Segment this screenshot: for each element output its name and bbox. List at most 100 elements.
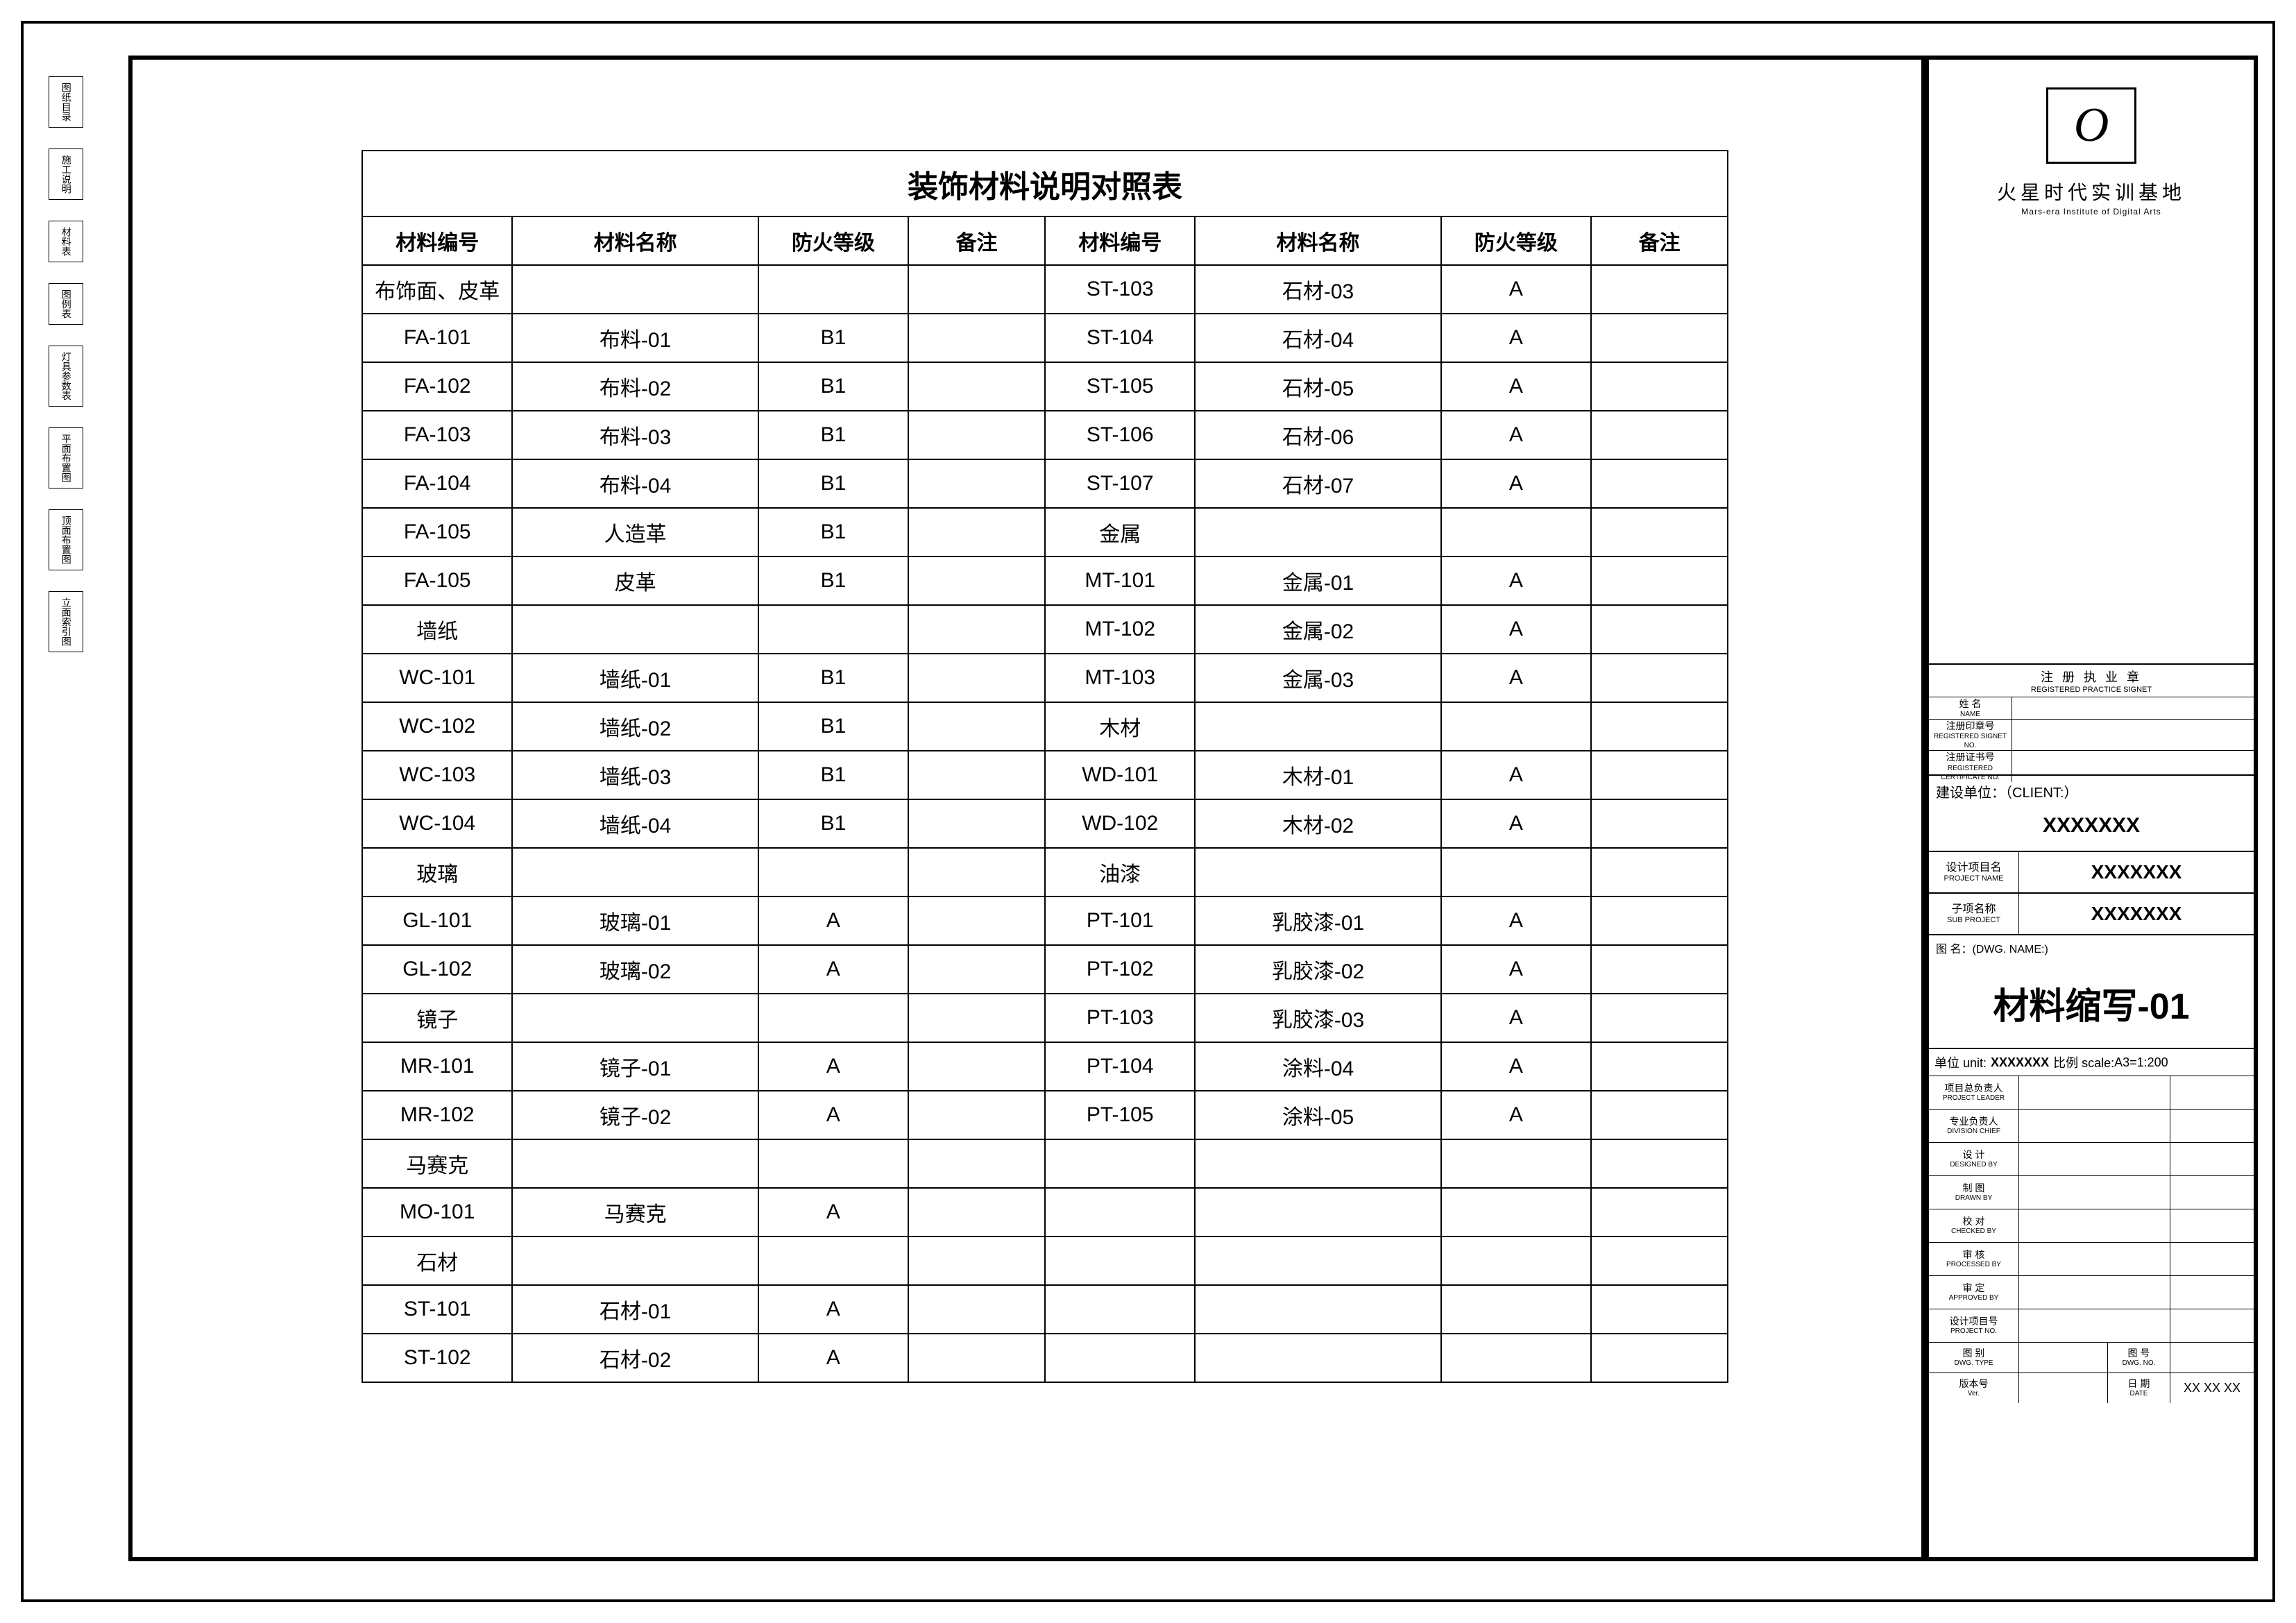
stamp-value — [2012, 697, 2254, 719]
table-cell — [908, 897, 1045, 945]
table-cell: 马赛克 — [362, 1139, 512, 1188]
table-cell — [1195, 1188, 1440, 1237]
table-cell: WD-101 — [1045, 751, 1195, 799]
table-cell — [1591, 1334, 1728, 1382]
company-name: 火星时代实训基地 — [1997, 178, 2186, 205]
table-cell: MT-102 — [1045, 605, 1195, 654]
signer-value2 — [2170, 1209, 2254, 1242]
table-cell — [512, 1139, 758, 1188]
signer-value2 — [2170, 1276, 2254, 1309]
table-cell — [908, 799, 1045, 848]
table-cell — [1441, 702, 1591, 751]
stamp-value — [2012, 720, 2254, 750]
table-cell: B1 — [758, 556, 908, 605]
table-cell — [908, 1237, 1045, 1285]
table-cell: 涂料-04 — [1195, 1042, 1440, 1091]
signer-value — [2019, 1276, 2170, 1309]
table-cell — [1591, 994, 1728, 1042]
unit-value: XXXXXXX — [1991, 1055, 2049, 1070]
table-cell — [1591, 897, 1728, 945]
table-cell: ST-101 — [362, 1285, 512, 1334]
table-cell — [908, 1334, 1045, 1382]
table-cell: A — [1441, 459, 1591, 508]
table-cell — [1591, 1042, 1728, 1091]
table-cell: 墙纸-02 — [512, 702, 758, 751]
signer-value — [2019, 1176, 2170, 1209]
material-table: 装饰材料说明对照表材料编号材料名称防火等级备注材料编号材料名称防火等级备注布饰面… — [362, 150, 1728, 1383]
company-logo: O — [2046, 87, 2136, 164]
table-cell — [1195, 1139, 1440, 1188]
drawing-area: 装饰材料说明对照表材料编号材料名称防火等级备注材料编号材料名称防火等级备注布饰面… — [128, 56, 1925, 1561]
table-header: 材料名称 — [1195, 216, 1440, 265]
table-cell: B1 — [758, 799, 908, 848]
table-cell: PT-104 — [1045, 1042, 1195, 1091]
signer-row: 审 核PROCESSED BY — [1929, 1242, 2254, 1275]
table-cell — [1441, 1334, 1591, 1382]
signer-row: 校 对CHECKED BY — [1929, 1209, 2254, 1242]
table-cell: 木材-02 — [1195, 799, 1440, 848]
subproject-row: 子项名称 SUB PROJECT XXXXXXX — [1929, 892, 2254, 934]
table-cell: A — [1441, 654, 1591, 702]
table-cell: ST-106 — [1045, 411, 1195, 459]
table-cell — [1591, 556, 1728, 605]
table-cell — [512, 1237, 758, 1285]
table-cell — [758, 994, 908, 1042]
table-cell — [512, 994, 758, 1042]
table-cell: 镜子 — [362, 994, 512, 1042]
table-cell: 墙纸 — [362, 605, 512, 654]
table-cell: 墙纸-04 — [512, 799, 758, 848]
signer-value — [2019, 1076, 2170, 1109]
table-cell — [908, 702, 1045, 751]
table-cell — [1591, 945, 1728, 994]
table-cell: 石材-03 — [1195, 265, 1440, 314]
signer-row: 审 定APPROVED BY — [1929, 1275, 2254, 1309]
table-cell — [908, 265, 1045, 314]
table-cell: PT-101 — [1045, 897, 1195, 945]
table-cell — [908, 654, 1045, 702]
scale-row: 单位 unit: XXXXXXX 比例 scale: A3=1:200 — [1929, 1048, 2254, 1076]
table-cell: 涂料-05 — [1195, 1091, 1440, 1139]
table-cell — [1591, 848, 1728, 897]
table-cell: A — [1441, 945, 1591, 994]
table-cell: B1 — [758, 508, 908, 556]
table-header: 材料编号 — [1045, 216, 1195, 265]
table-cell: 镜子-01 — [512, 1042, 758, 1091]
table-cell: A — [1441, 897, 1591, 945]
table-cell: ST-105 — [1045, 362, 1195, 411]
table-cell — [1591, 411, 1728, 459]
stamp-section: 注 册 执 业 章 REGISTERED PRACTICE SIGNET 姓 名… — [1929, 663, 2254, 774]
table-cell: B1 — [758, 751, 908, 799]
table-cell: FA-101 — [362, 314, 512, 362]
table-cell — [1441, 1188, 1591, 1237]
table-cell — [1591, 751, 1728, 799]
table-cell: 布料-04 — [512, 459, 758, 508]
table-cell: WD-102 — [1045, 799, 1195, 848]
table-cell: 石材-07 — [1195, 459, 1440, 508]
table-cell: A — [1441, 1042, 1591, 1091]
table-cell: 墙纸-01 — [512, 654, 758, 702]
table-cell: 墙纸-03 — [512, 751, 758, 799]
table-header: 材料编号 — [362, 216, 512, 265]
side-tab-1: 施工说明 — [49, 148, 83, 200]
table-cell: B1 — [758, 702, 908, 751]
signer-value — [2019, 1309, 2170, 1342]
table-cell — [908, 994, 1045, 1042]
table-cell: 金属 — [1045, 508, 1195, 556]
table-cell — [908, 1285, 1045, 1334]
signer-row: 设计项目号PROJECT NO. — [1929, 1309, 2254, 1342]
project-label-cn: 设计项目名 — [1946, 861, 2001, 874]
table-cell — [512, 605, 758, 654]
table-cell — [512, 265, 758, 314]
table-cell: ST-107 — [1045, 459, 1195, 508]
table-cell — [758, 1237, 908, 1285]
scale-value: A3=1:200 — [2114, 1055, 2168, 1070]
table-cell: A — [1441, 556, 1591, 605]
drawing-name: 材料缩写-01 — [1929, 958, 2254, 1048]
table-cell — [1591, 508, 1728, 556]
table-cell — [1591, 459, 1728, 508]
project-value: XXXXXXX — [2019, 852, 2254, 892]
table-cell — [1591, 265, 1728, 314]
table-cell — [1591, 1139, 1728, 1188]
table-cell — [1591, 799, 1728, 848]
signer-label: 设计项目号PROJECT NO. — [1929, 1309, 2019, 1342]
